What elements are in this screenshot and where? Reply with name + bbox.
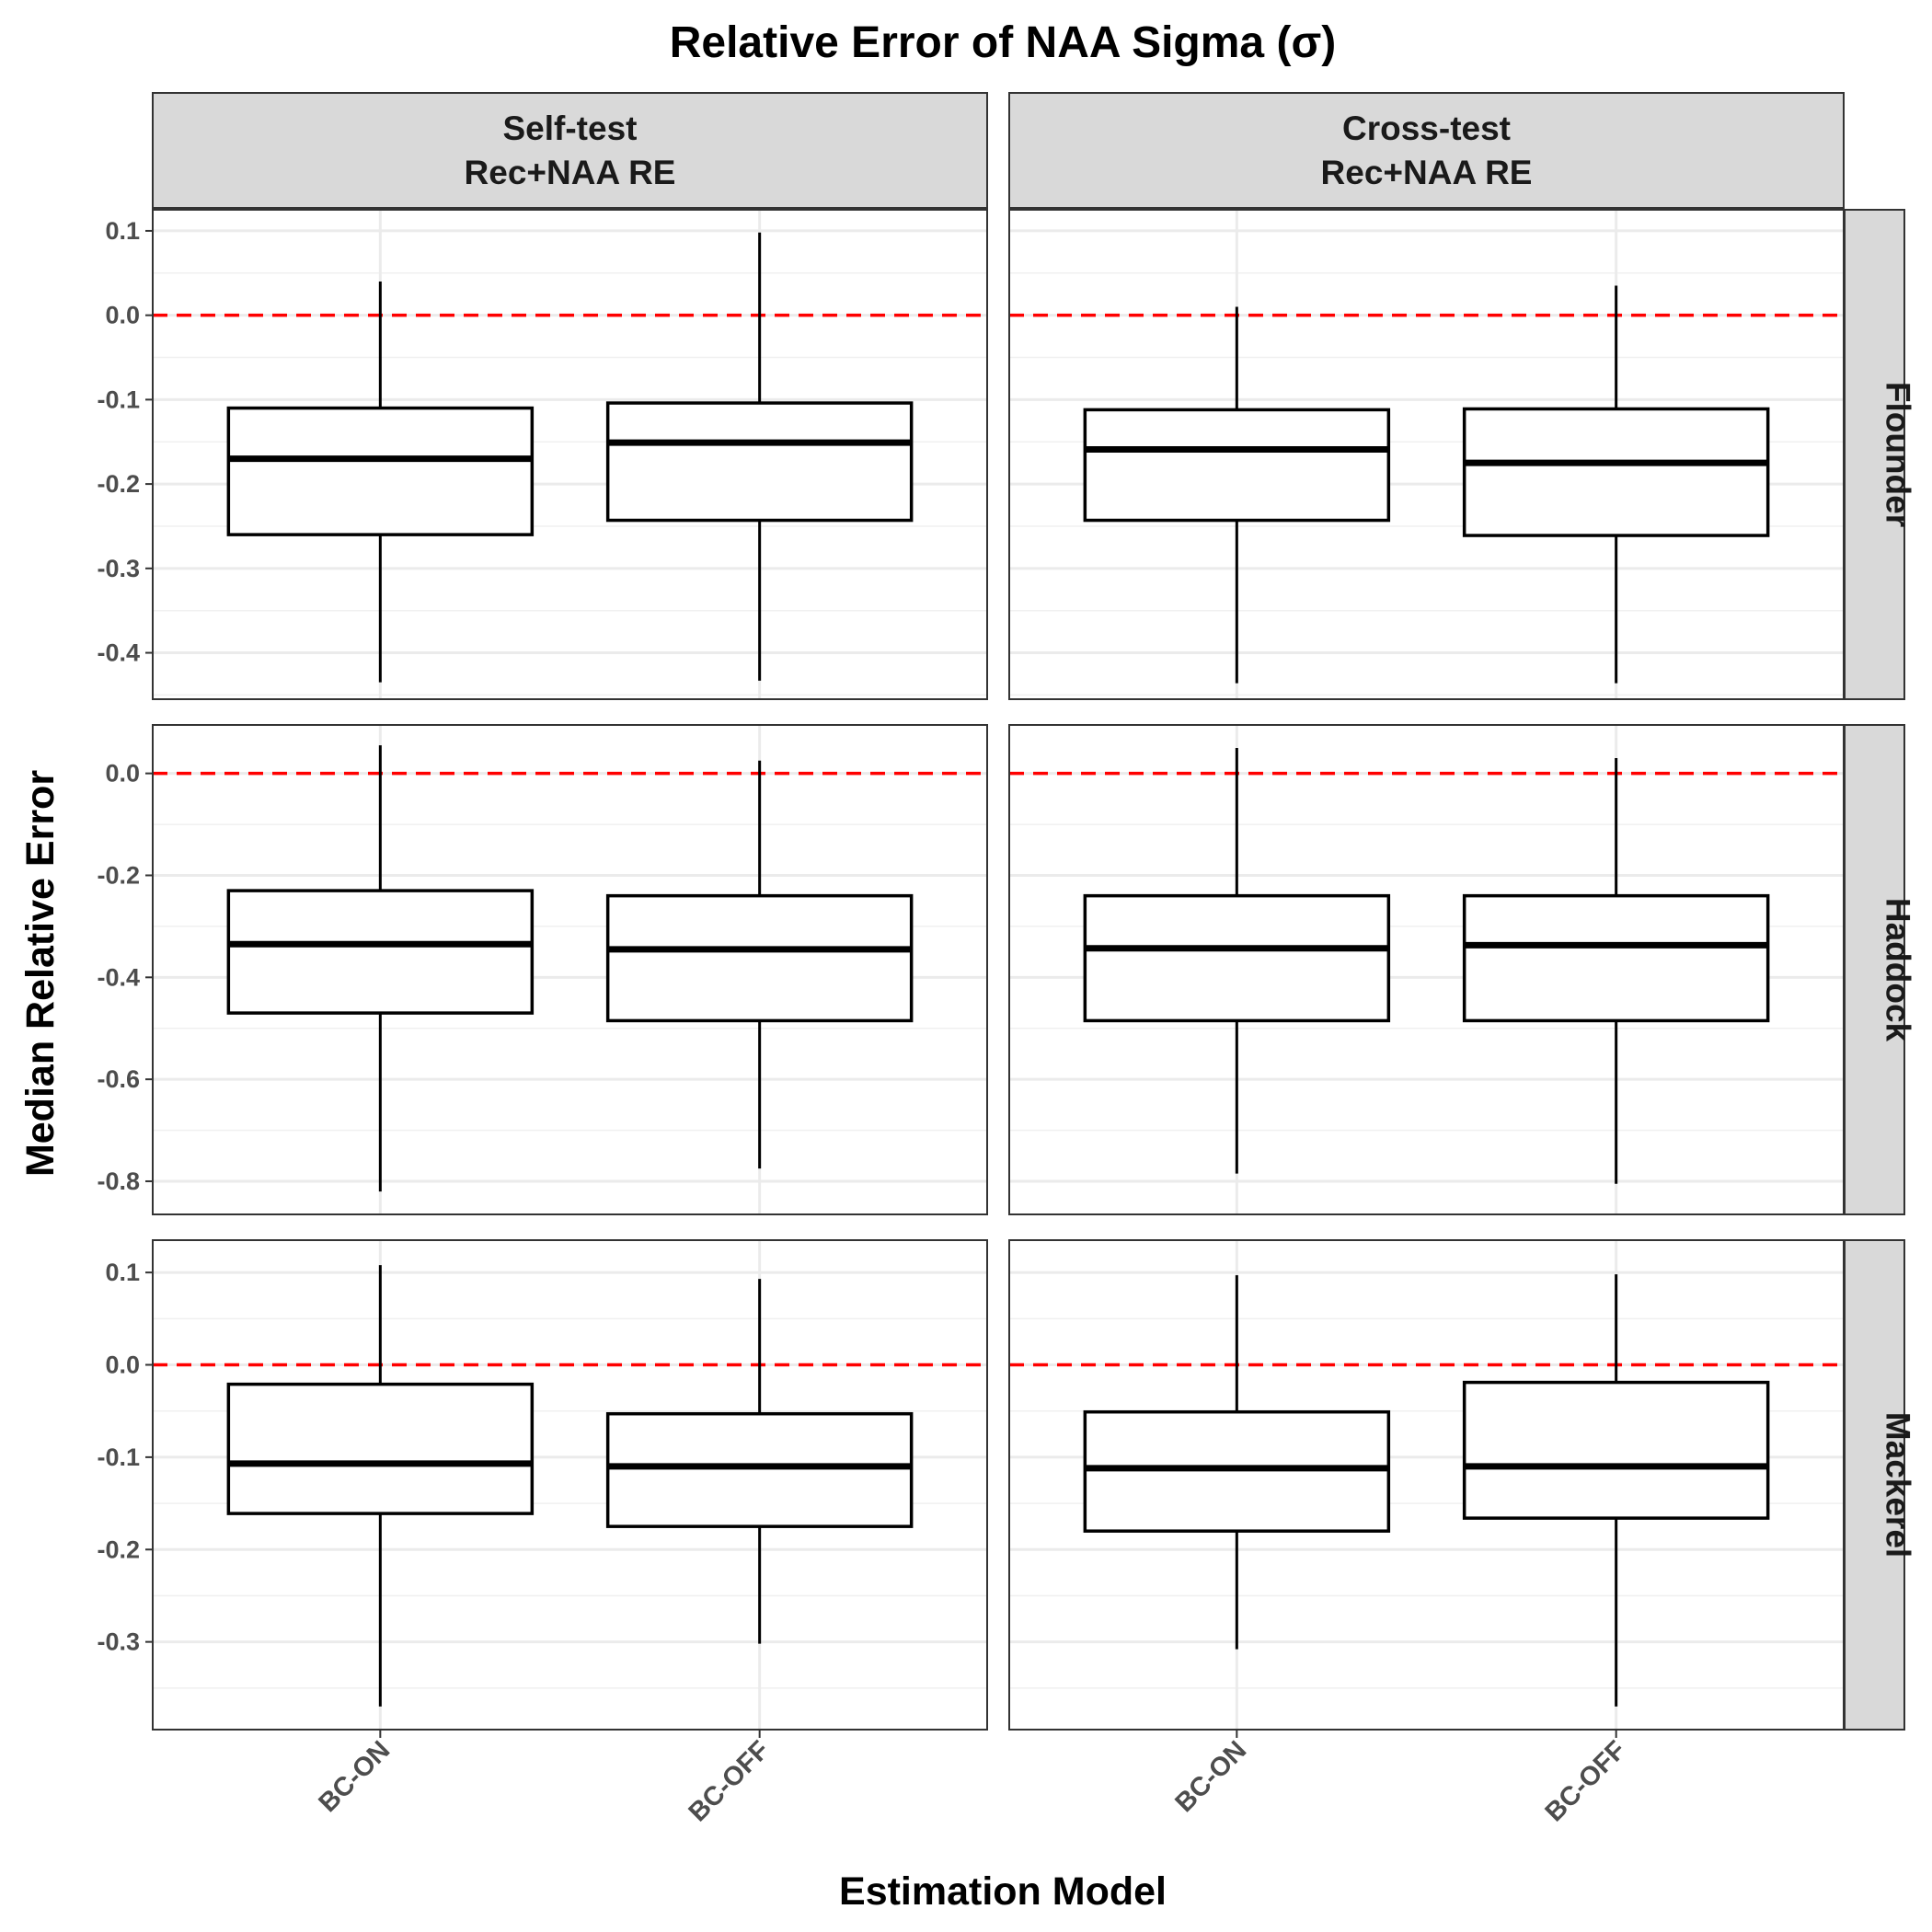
y-axis-title: Median Relative Error [18,770,63,1177]
y-tick-label: -0.1 [97,1443,140,1471]
y-tick-label: -0.4 [97,963,140,991]
panel-border [152,724,988,1215]
box-body [605,401,914,523]
y-tick-label: -0.2 [97,1535,140,1563]
box-body [1462,893,1770,1023]
box-bc-on [226,1265,535,1707]
box-body [1462,1380,1770,1520]
column-strip-label-line: Self-test [503,109,638,147]
box-bc-on [1083,747,1391,1174]
y-tick-label: -0.2 [97,470,140,498]
chart-title: Relative Error of NAA Sigma (σ) [670,18,1337,67]
panel-flounder-self-test [152,209,988,700]
panel-flounder-cross-test [1008,209,1845,700]
box-bc-off [605,1279,914,1644]
row-strip-mackerel [1844,1239,1905,1731]
y-tick-label: -0.3 [97,1628,140,1656]
y-tick-label: -0.4 [97,639,140,667]
box-body [226,406,535,536]
y-tick-label: 0.0 [105,760,140,788]
y-tick-label: 0.1 [105,1259,140,1286]
y-tick-label: -0.6 [97,1065,140,1093]
box-bc-off [605,760,914,1169]
row-strip-haddock [1844,724,1905,1215]
x-tick-label-bc-on: BC-ON [313,1735,396,1818]
box-body [1083,1409,1391,1533]
column-strip-label-line: Rec+NAA RE [465,154,676,191]
column-strip-cross-test [1008,92,1845,209]
x-axis: BC-ON BC-OFF BC-ON BC-OFF [313,1730,1632,1827]
column-strip-label-self-test: Self-test Rec+NAA RE [465,109,676,191]
facet-panels: 0.1 0.0 -0.1 -0.2 -0.3 -0.4 0.0 -0.2 -0.4 -0.6 -0.… [97,209,1845,1731]
panel-border [1008,724,1845,1215]
x-tick-label-bc-off: BC-OFF [684,1735,776,1827]
y-tick-label: -0.8 [97,1167,140,1195]
box-bc-on [226,745,535,1192]
box-body [1083,893,1391,1023]
box-bc-on [226,281,535,683]
x-tick-label-bc-on: BC-ON [1169,1735,1252,1818]
y-tick-label: -0.3 [97,555,140,582]
panel-mackerel-cross-test [1008,1239,1845,1731]
box-body [226,1382,535,1515]
row-strip-flounder [1844,209,1905,700]
box-bc-off [605,232,914,681]
box-bc-off [1462,1274,1770,1707]
facet-strips: Self-test Rec+NAA RE Cross-test Rec+NAA RE F… [152,92,1917,1731]
y-tick-label: 0.0 [105,302,140,329]
panel-border [152,209,988,700]
box-bc-on [1083,1275,1391,1650]
panel-haddock-cross-test [1008,724,1845,1215]
box-body [1083,408,1391,523]
box-bc-on [1083,306,1391,684]
row-strip-label-flounder: Flounder [1880,382,1917,527]
column-strip-self-test [152,92,988,209]
column-strip-label-cross-test: Cross-test Rec+NAA RE [1321,109,1533,191]
box-body [605,1411,914,1528]
box-body [226,889,535,1015]
row-strip-label-mackerel: Mackerel [1880,1412,1917,1558]
panel-border [152,1239,988,1731]
panel-haddock-self-test [152,724,988,1215]
x-axis-title: Estimation Model [839,1869,1167,1914]
panel-mackerel-self-test [152,1239,988,1731]
x-tick-label-bc-off: BC-OFF [1540,1735,1632,1827]
y-tick-label: -0.2 [97,861,140,889]
y-tick-label: 0.1 [105,217,140,245]
box-bc-off [1462,285,1770,684]
y-tick-label: -0.1 [97,385,140,413]
y-tick-label: 0.0 [105,1351,140,1379]
column-strip-label-line: Cross-test [1342,109,1511,147]
column-strip-label-line: Rec+NAA RE [1321,154,1533,191]
box-body [605,893,914,1023]
panel-border [1008,209,1845,700]
row-strip-label-haddock: Haddock [1880,898,1917,1042]
box-body [1462,407,1770,537]
box-bc-off [1462,758,1770,1184]
panel-border [1008,1239,1845,1731]
